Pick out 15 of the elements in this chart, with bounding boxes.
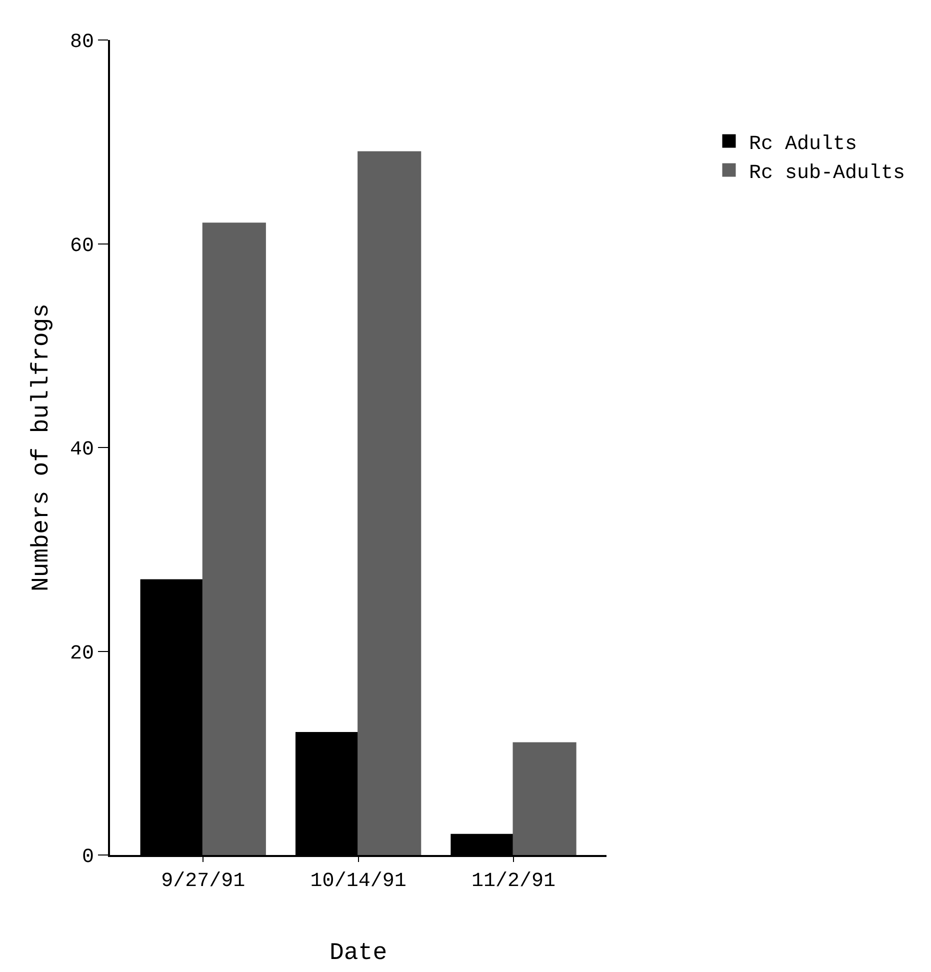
y-tick-label: 0 bbox=[82, 846, 94, 869]
legend-label: Rc Adults bbox=[749, 132, 858, 156]
y-tick-label: 20 bbox=[70, 642, 94, 666]
x-tick-label: 11/2/91 bbox=[471, 870, 556, 893]
bar bbox=[202, 222, 266, 855]
y-axis-title: Numbers of bullfrogs bbox=[28, 303, 56, 592]
x-tick-label: 9/27/91 bbox=[161, 870, 246, 893]
y-tick-label: 80 bbox=[70, 31, 94, 54]
x-axis-title: Date bbox=[330, 940, 388, 967]
bar bbox=[358, 151, 422, 855]
bar bbox=[512, 742, 576, 855]
y-tick-label: 60 bbox=[70, 234, 94, 258]
y-tick-label: 40 bbox=[70, 438, 94, 462]
legend-label: Rc sub-Adults bbox=[749, 162, 906, 185]
x-tick-label: 10/14/91 bbox=[310, 870, 406, 893]
